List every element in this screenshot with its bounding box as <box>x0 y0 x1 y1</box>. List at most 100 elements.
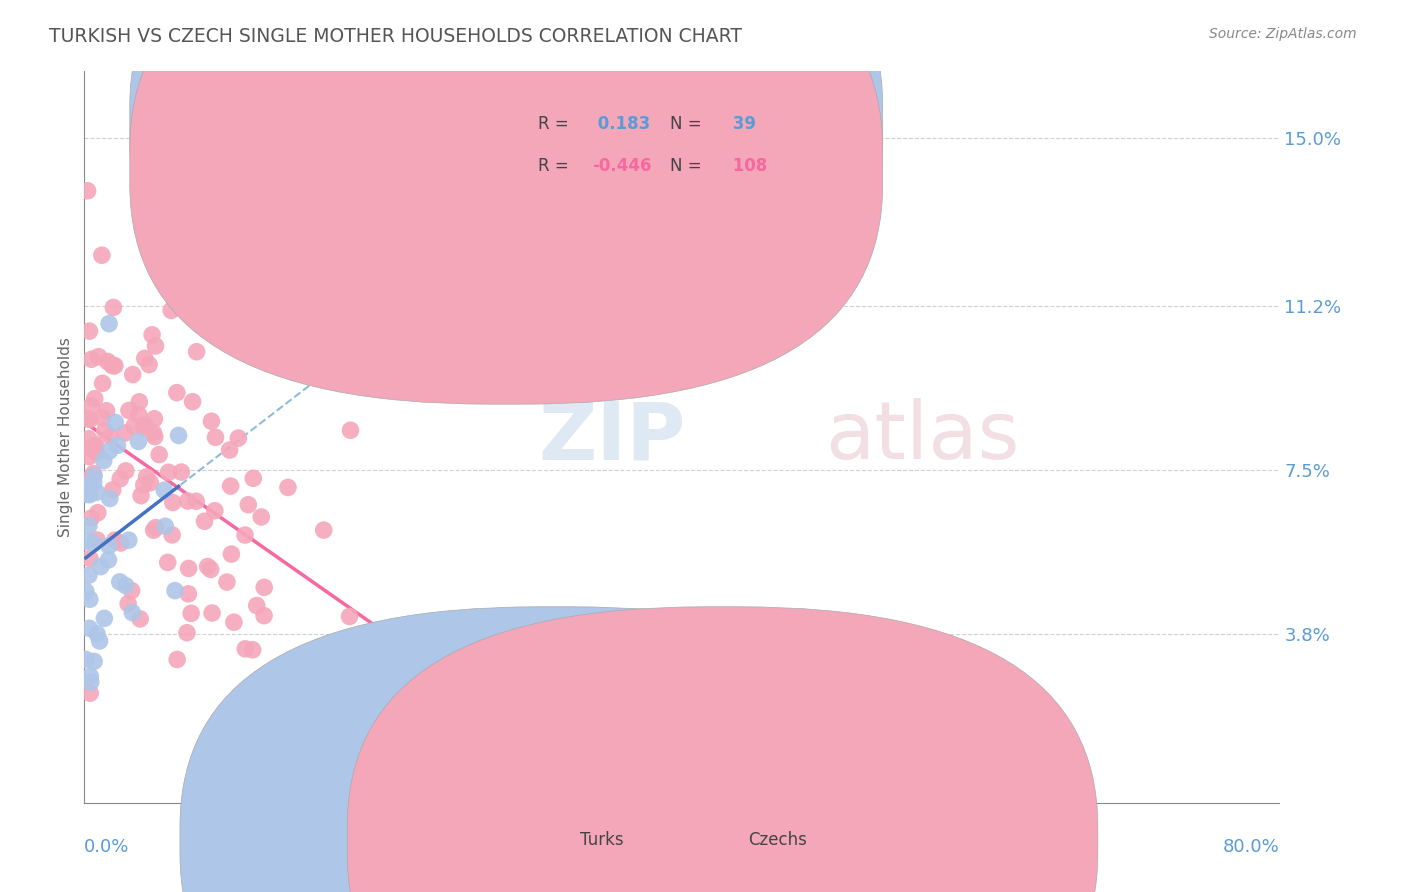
Point <box>155 519 177 533</box>
Point <box>181 394 204 409</box>
Point <box>79 551 101 566</box>
Text: Czechs: Czechs <box>748 831 807 849</box>
Point <box>238 498 260 512</box>
Point <box>121 368 143 382</box>
Text: Turks: Turks <box>581 831 624 849</box>
Point <box>221 547 243 561</box>
Text: TURKISH VS CZECH SINGLE MOTHER HOUSEHOLDS CORRELATION CHART: TURKISH VS CZECH SINGLE MOTHER HOUSEHOLD… <box>49 27 742 45</box>
Point <box>153 483 176 498</box>
Point <box>128 394 150 409</box>
Text: Source: ZipAtlas.com: Source: ZipAtlas.com <box>1209 27 1357 41</box>
Point <box>77 432 100 446</box>
Point <box>197 559 219 574</box>
Point <box>219 479 242 493</box>
Point <box>75 534 97 549</box>
Point <box>104 359 127 373</box>
Point <box>326 661 349 675</box>
Point <box>114 464 136 478</box>
Point <box>218 443 240 458</box>
Point <box>104 416 127 430</box>
Point <box>143 411 166 425</box>
Point <box>104 533 127 547</box>
Point <box>86 485 108 500</box>
Point <box>91 376 114 391</box>
Point <box>80 352 103 367</box>
Point <box>83 392 105 406</box>
Point <box>98 317 121 331</box>
Point <box>246 599 269 613</box>
Point <box>83 654 105 668</box>
Point <box>200 562 222 576</box>
Point <box>93 611 115 625</box>
Point <box>118 533 141 548</box>
Point <box>121 583 143 598</box>
Point <box>228 431 250 445</box>
Point <box>148 448 170 462</box>
Point <box>101 359 124 373</box>
Point <box>79 592 101 607</box>
Point <box>79 441 101 455</box>
Text: 0.0%: 0.0% <box>84 838 129 856</box>
Point <box>156 556 179 570</box>
Point <box>215 575 238 590</box>
Point <box>160 303 183 318</box>
Point <box>242 643 264 657</box>
Point <box>87 506 110 520</box>
Point <box>118 403 141 417</box>
Text: 39: 39 <box>727 115 756 133</box>
Text: R =: R = <box>538 115 575 133</box>
Point <box>90 248 112 262</box>
Point <box>80 511 103 525</box>
Point <box>75 484 97 499</box>
Point <box>253 580 276 594</box>
Point <box>86 627 108 641</box>
Point <box>277 480 299 494</box>
Point <box>145 339 167 353</box>
Point <box>79 686 101 700</box>
Point <box>143 430 166 444</box>
Point <box>242 471 264 485</box>
Point <box>80 399 103 413</box>
Point <box>110 536 132 550</box>
Point <box>84 445 107 459</box>
Point <box>76 487 98 501</box>
Point <box>145 521 167 535</box>
Point <box>86 533 108 547</box>
Text: 0.183: 0.183 <box>592 115 651 133</box>
Point <box>96 354 118 368</box>
Point <box>121 606 143 620</box>
Point <box>83 439 105 453</box>
Point <box>77 479 100 493</box>
Point <box>79 621 101 635</box>
Point <box>103 301 125 315</box>
Text: atlas: atlas <box>825 398 1019 476</box>
Point <box>100 358 122 372</box>
Point <box>157 465 180 479</box>
Point <box>166 652 188 666</box>
Point <box>167 428 190 442</box>
Point <box>91 411 114 425</box>
Point <box>79 669 101 683</box>
Point <box>75 477 97 491</box>
Point <box>233 641 256 656</box>
Point <box>200 414 222 428</box>
Point <box>339 609 361 624</box>
Point <box>83 536 105 550</box>
Point <box>122 419 145 434</box>
Point <box>94 424 117 438</box>
Point <box>77 568 100 582</box>
Point <box>436 685 458 699</box>
Point <box>177 561 200 575</box>
Point <box>132 421 155 435</box>
Point <box>170 465 193 479</box>
Point <box>108 574 131 589</box>
Point <box>97 539 120 553</box>
Point <box>142 523 165 537</box>
Point <box>98 444 121 458</box>
Point <box>117 597 139 611</box>
Text: N =: N = <box>671 115 707 133</box>
Point <box>233 528 256 542</box>
Point <box>134 351 156 366</box>
Point <box>142 425 165 440</box>
Point <box>75 652 97 666</box>
